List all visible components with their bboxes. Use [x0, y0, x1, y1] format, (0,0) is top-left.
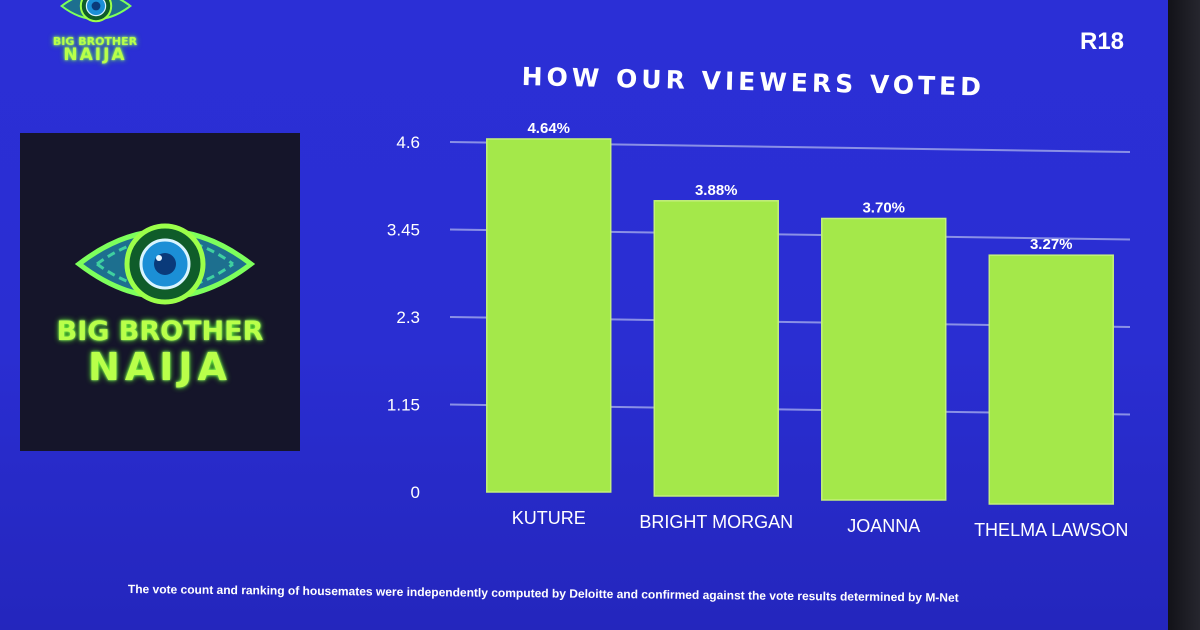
y-tick-label: 3.45 [387, 221, 420, 240]
data-label: 3.27% [1030, 236, 1073, 253]
y-tick-label: 4.6 [396, 133, 420, 152]
y-axis-ticks: 0 1.15 2.3 3.45 4.6 [387, 133, 420, 502]
show-logo-panel: BIG BROTHER NAIJA [20, 133, 300, 451]
x-tick-label: BRIGHT MORGAN [639, 512, 793, 532]
bar [653, 200, 779, 497]
y-tick-label: 1.15 [387, 396, 420, 415]
chart-bars [486, 138, 1114, 505]
footnote: The vote count and ranking of housemates… [127, 582, 959, 605]
data-label: 3.88% [695, 182, 738, 199]
tv-screen: BIG BROTHER NAIJA R18 HOW OUR VIEWERS VO… [0, 0, 1168, 630]
corner-logo: BIG BROTHER NAIJA [50, 0, 140, 75]
corner-logo-line1: BIG BROTHER [52, 35, 138, 48]
bar-chart: 0 1.15 2.3 3.45 4.6 4.64% 3.88% 3.70% 3.27% KUT… [387, 120, 1131, 540]
data-label: 3.70% [862, 199, 905, 216]
x-tick-label: THELMA LAWSON [974, 520, 1128, 540]
data-label: 4.64% [527, 120, 570, 137]
y-tick-label: 2.3 [396, 308, 420, 327]
x-tick-label: KUTURE [512, 508, 586, 528]
chart-data-labels: 4.64% 3.88% 3.70% 3.27% [527, 120, 1072, 253]
bar [988, 254, 1114, 505]
panel-logo-line1: BIG BROTHER [56, 316, 264, 347]
panel-logo-line2: NAIJA [88, 345, 232, 389]
tv-bezel [1168, 0, 1200, 630]
age-rating-badge: R18 [1080, 28, 1125, 55]
eye-logo-icon [60, 0, 132, 23]
chart-title: HOW OUR VIEWERS VOTED [521, 62, 986, 102]
x-tick-label: JOANNA [847, 516, 920, 536]
eye-logo-icon [75, 223, 255, 305]
corner-logo-line2: NAIJA [63, 45, 127, 65]
y-tick-label: 0 [411, 483, 420, 502]
bar [486, 138, 612, 493]
x-axis-ticks: KUTURE BRIGHT MORGAN JOANNA THELMA LAWSON [512, 508, 1129, 540]
bar [821, 217, 947, 501]
